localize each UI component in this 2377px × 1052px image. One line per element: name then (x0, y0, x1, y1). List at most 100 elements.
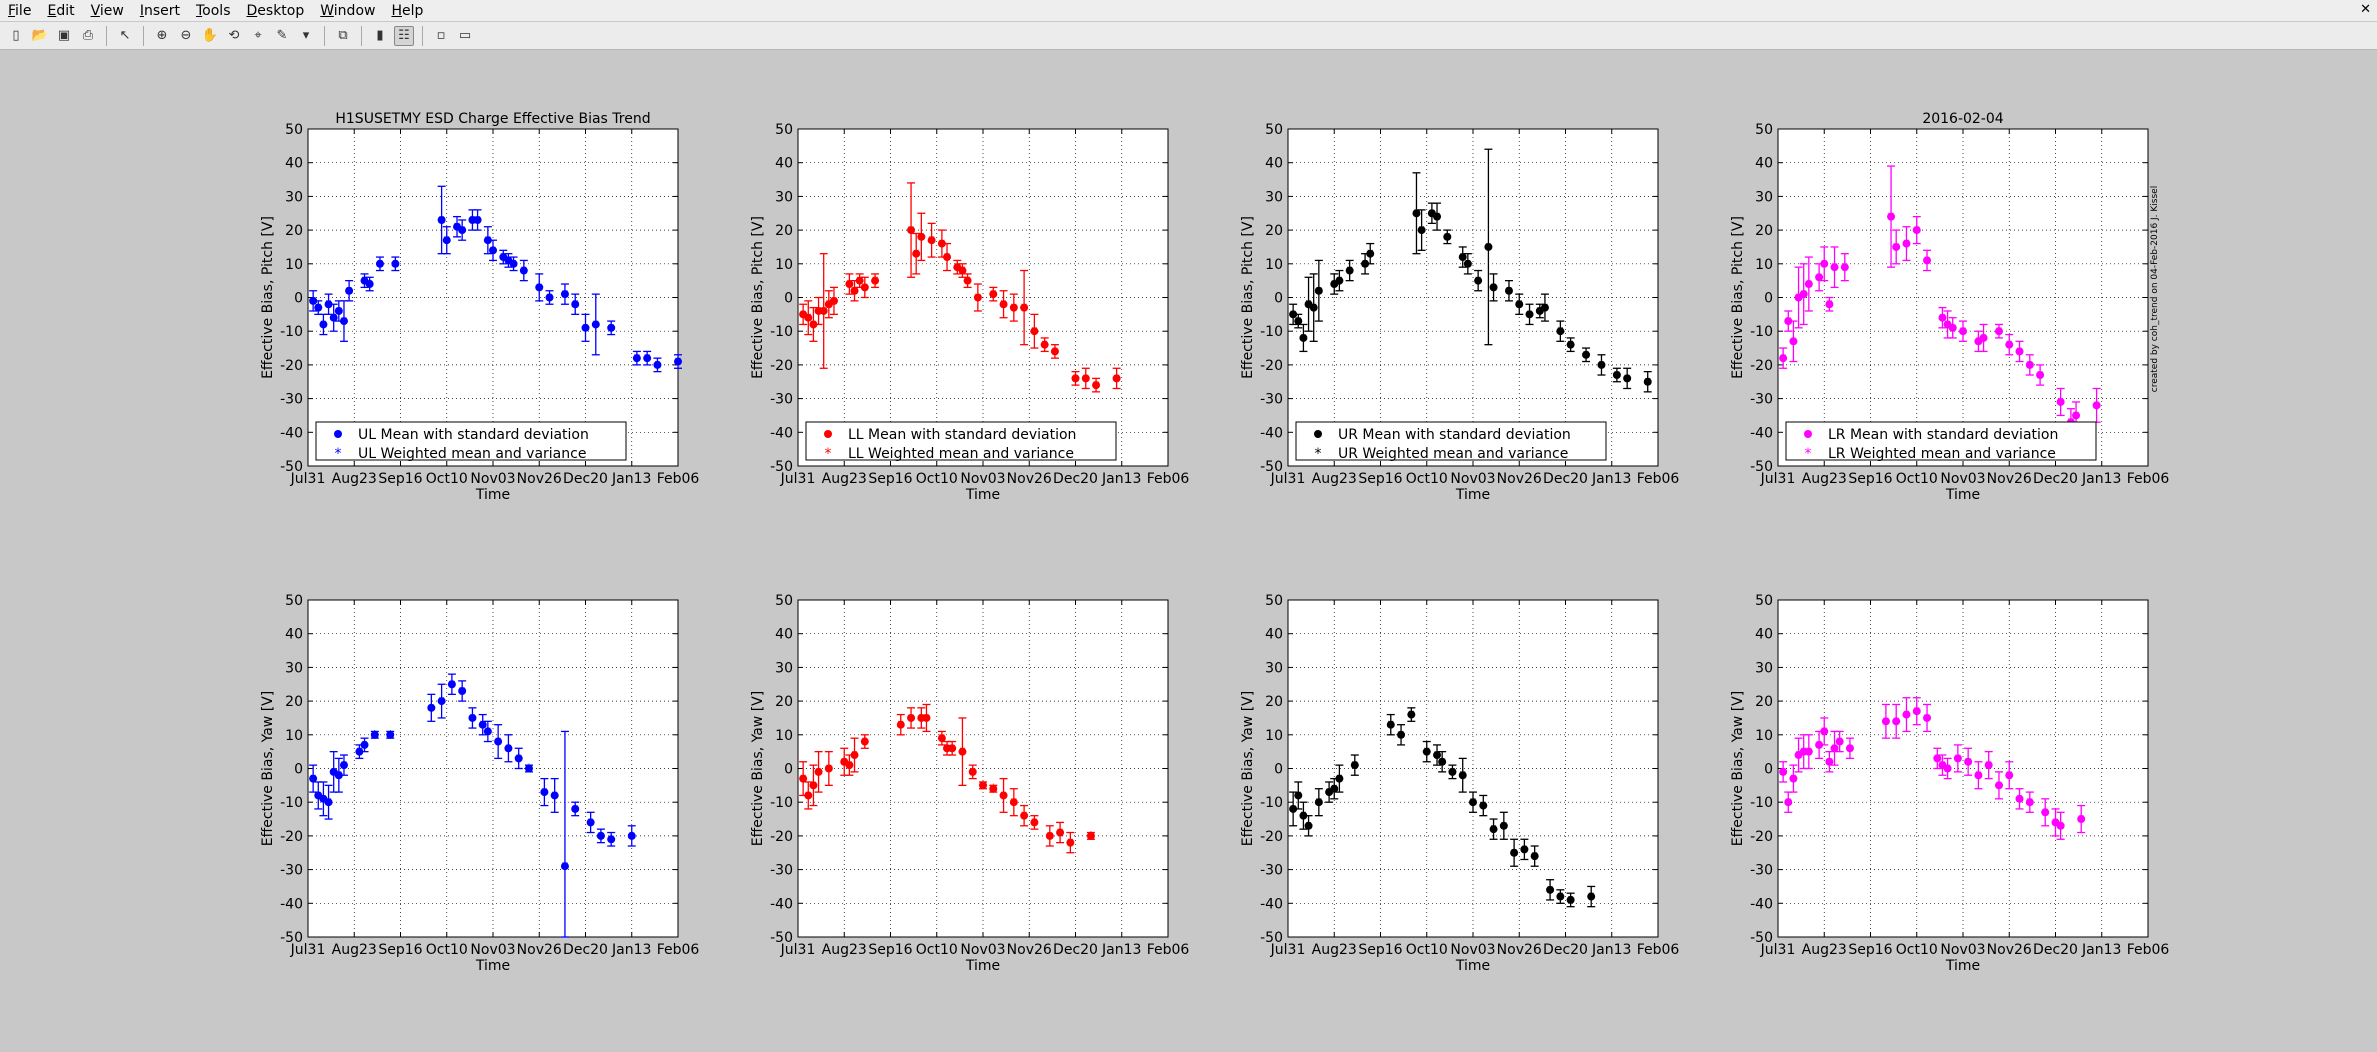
x-tick-label: Jan13 (1101, 942, 1141, 958)
data-point-mean (607, 835, 616, 844)
zoom-out-icon[interactable]: ⊖ (180, 28, 192, 43)
data-point-weighted: * (1011, 301, 1017, 315)
menu-view[interactable]: View (83, 3, 132, 19)
data-point-mean (871, 276, 880, 285)
data-point-weighted: * (526, 762, 532, 776)
menu-file[interactable]: File (0, 3, 39, 19)
data-point-weighted: * (583, 321, 589, 335)
y-tick-label: 20 (1265, 694, 1283, 710)
data-point-mean (1815, 273, 1824, 282)
data-point-mean (1489, 825, 1498, 834)
data-point-mean (912, 249, 921, 258)
x-tick-label: Sep16 (378, 471, 422, 487)
legend-icon[interactable]: ☷ (394, 25, 414, 46)
data-point-weighted: * (944, 250, 950, 264)
x-tick-label: Nov03 (960, 471, 1005, 487)
menu-edit[interactable]: Edit (39, 3, 82, 19)
data-point-weighted: * (521, 264, 527, 278)
data-point-mean (2056, 397, 2065, 406)
data-point-weighted: * (562, 859, 568, 873)
data-point-mean (375, 259, 384, 268)
brush-icon[interactable]: ✎ (276, 28, 288, 43)
data-point-weighted: * (2037, 368, 2043, 382)
y-tick-label: -30 (770, 863, 793, 879)
y-tick-label: -10 (280, 795, 303, 811)
data-point-weighted: * (1934, 751, 1940, 765)
data-point-mean (1799, 290, 1808, 299)
y-tick-label: 20 (285, 694, 303, 710)
menu-desktop[interactable]: Desktop (239, 3, 313, 19)
data-point-mean (1784, 317, 1793, 326)
colorbar-icon[interactable]: ▮ (376, 28, 384, 43)
pan-hand-icon[interactable]: ✋ (201, 28, 219, 43)
save-icon[interactable]: ▣ (57, 28, 71, 43)
x-tick-label: Feb06 (657, 471, 700, 487)
data-point-weighted: * (2042, 805, 2048, 819)
y-tick-label: -50 (1260, 459, 1283, 475)
pointer-icon[interactable]: ↖ (119, 28, 131, 43)
data-point-mean (1397, 730, 1406, 739)
hide-plot-tools-icon[interactable]: ▫ (436, 28, 446, 43)
menu-tools[interactable]: Tools (188, 3, 239, 19)
x-tick-label: Sep16 (868, 942, 912, 958)
x-tick-label: Oct10 (916, 942, 958, 958)
data-point-weighted: * (1950, 321, 1956, 335)
data-point-mean (1979, 333, 1988, 342)
data-point-mean (345, 286, 354, 295)
menu-insert[interactable]: Insert (132, 3, 188, 19)
data-point-mean (989, 784, 998, 793)
data-point-mean (1335, 276, 1344, 285)
data-point-mean (1458, 253, 1467, 262)
menu-help[interactable]: Help (383, 3, 431, 19)
data-point-mean (1587, 892, 1596, 901)
data-cursor-icon[interactable]: ⌖ (254, 28, 262, 43)
legend-box (1785, 421, 2097, 461)
data-point-weighted: * (439, 694, 445, 708)
y-tick-label: -40 (1260, 425, 1283, 441)
dropdown-arrow-icon[interactable]: ▾ (302, 28, 310, 43)
data-point-mean (1289, 804, 1298, 813)
data-point-weighted: * (1031, 324, 1037, 338)
x-tick-label: Dec20 (1053, 471, 1098, 487)
data-point-weighted: * (1816, 270, 1822, 284)
data-point-weighted: * (857, 274, 863, 288)
data-point-weighted: * (1785, 314, 1791, 328)
data-point-weighted: * (1444, 230, 1450, 244)
data-point-mean (324, 300, 333, 309)
link-plot-icon[interactable]: ⧉ (338, 28, 348, 43)
y-tick-label: 30 (1265, 660, 1283, 676)
menu-window[interactable]: Window (312, 3, 383, 19)
data-point-weighted: * (975, 291, 981, 305)
close-icon[interactable]: ✕ (2360, 2, 2371, 17)
x-tick-label: Nov26 (1987, 942, 2032, 958)
data-point-mean (360, 740, 369, 749)
x-tick-label: Feb06 (657, 942, 700, 958)
print-icon[interactable]: ⎙ (82, 28, 94, 43)
x-tick-label: Jul31 (1270, 942, 1306, 958)
data-point-weighted: * (1347, 264, 1353, 278)
y-axis-label: Effective Bias, Pitch [V] (260, 216, 276, 379)
data-point-mean (1994, 781, 2003, 790)
new-figure-icon[interactable]: ▯ (12, 28, 20, 43)
data-point-mean (860, 737, 869, 746)
data-point-mean (627, 831, 636, 840)
data-point-mean (1820, 727, 1829, 736)
data-point-weighted: * (944, 741, 950, 755)
toolbar-separator (361, 25, 362, 46)
legend-label: LR Weighted mean and variance (1828, 446, 2056, 462)
y-axis-label: Effective Bias, Pitch [V] (750, 216, 766, 379)
legend-marker-weighted: * (1805, 446, 1812, 462)
legend-marker-mean (334, 430, 342, 438)
open-file-icon[interactable]: 📂 (31, 28, 49, 43)
y-tick-label: 20 (775, 223, 793, 239)
data-point-mean (896, 720, 905, 729)
zoom-in-icon[interactable]: ⊕ (156, 28, 168, 43)
data-point-mean (1825, 300, 1834, 309)
rotate-3d-icon[interactable]: ⟲ (228, 28, 240, 43)
data-point-weighted: * (1352, 758, 1358, 772)
data-point-mean (1422, 747, 1431, 756)
data-point-mean (927, 236, 936, 245)
data-point-mean (799, 774, 808, 783)
show-plot-tools-icon[interactable]: ▭ (458, 28, 472, 43)
x-tick-label: Aug23 (822, 471, 867, 487)
